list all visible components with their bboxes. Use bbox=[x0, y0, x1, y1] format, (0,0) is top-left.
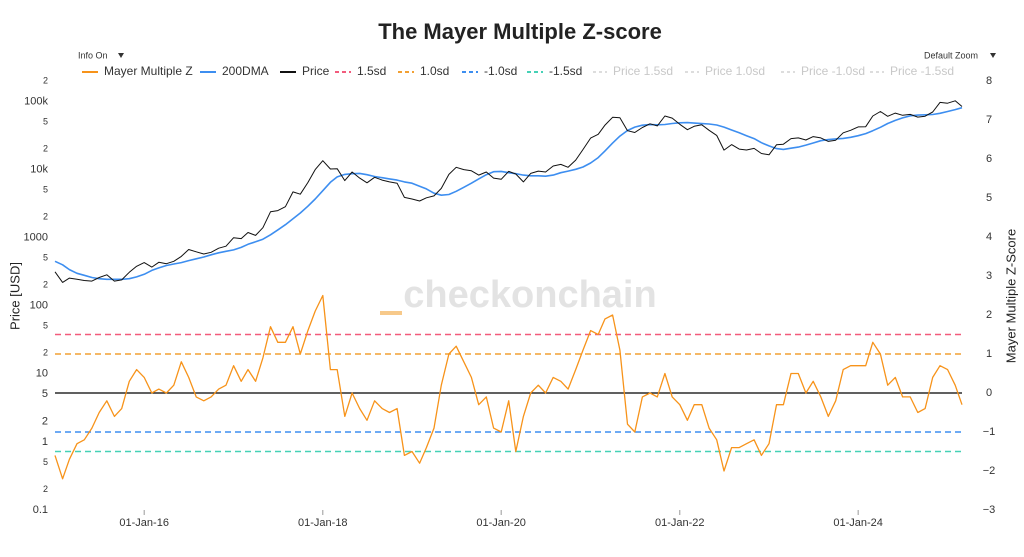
y-tick-label: 5 bbox=[43, 116, 48, 126]
legend-label: Mayer Multiple Z bbox=[104, 64, 193, 78]
legend-label: Price 1.5sd bbox=[613, 64, 673, 78]
legend-label: 200DMA bbox=[222, 64, 269, 78]
watermark-mark bbox=[380, 311, 402, 315]
y-tick-label: 2 bbox=[43, 484, 48, 494]
y2-tick-label: 7 bbox=[986, 114, 992, 126]
y-tick-label: 2 bbox=[43, 348, 48, 358]
legend-label: Price -1.0sd bbox=[801, 64, 865, 78]
y-tick-label: 2 bbox=[43, 75, 48, 85]
y2-tick-label: 3 bbox=[986, 270, 992, 282]
legend-label: Price -1.5sd bbox=[890, 64, 954, 78]
y-tick-label: 0.1 bbox=[33, 504, 48, 516]
x-tick-label: 01-Jan-18 bbox=[298, 517, 348, 529]
y2-tick-label: 6 bbox=[986, 153, 992, 165]
y2-tick-label: 2 bbox=[986, 309, 992, 321]
x-tick-label: 01-Jan-16 bbox=[119, 517, 169, 529]
x-tick-label: 01-Jan-22 bbox=[655, 517, 705, 529]
info-toggle[interactable]: Info On bbox=[78, 50, 108, 60]
y-tick-label: 10k bbox=[30, 163, 48, 175]
y-tick-label: 5 bbox=[42, 388, 48, 400]
y-tick-label: 2 bbox=[43, 143, 48, 153]
y2-tick-label: −2 bbox=[983, 465, 996, 477]
dropdown-arrow[interactable] bbox=[990, 53, 996, 58]
legend-label: 1.5sd bbox=[357, 64, 386, 78]
y2-tick-label: 0 bbox=[986, 387, 992, 399]
y-tick-label: 5 bbox=[43, 321, 48, 331]
y2-tick-label: −1 bbox=[983, 426, 996, 438]
legend-label: Price bbox=[302, 64, 330, 78]
y-tick-label: 2 bbox=[43, 280, 48, 290]
y2-tick-label: 8 bbox=[986, 75, 992, 87]
y-tick-label: 2 bbox=[42, 415, 48, 427]
y-tick-label: 100k bbox=[24, 95, 48, 107]
watermark: checkonchain bbox=[403, 274, 656, 316]
y2-tick-label: −3 bbox=[983, 504, 996, 516]
y2-tick-label: 4 bbox=[986, 231, 992, 243]
x-tick-label: 01-Jan-24 bbox=[833, 517, 883, 529]
y-axis-title: Price [USD] bbox=[7, 262, 22, 330]
dropdown-arrow[interactable] bbox=[118, 53, 124, 58]
y-tick-label: 5 bbox=[43, 253, 48, 263]
legend-label: 1.0sd bbox=[420, 64, 449, 78]
y2-tick-label: 1 bbox=[986, 348, 992, 360]
y-tick-label: 5 bbox=[43, 184, 48, 194]
y-tick-label: 100 bbox=[30, 300, 48, 312]
y-tick-label: 10 bbox=[36, 368, 48, 380]
y-tick-label: 2 bbox=[43, 212, 48, 222]
chart-title: The Mayer Multiple Z-score bbox=[378, 19, 662, 44]
y-tick-label: 1 bbox=[42, 436, 48, 448]
x-tick-label: 01-Jan-20 bbox=[476, 517, 526, 529]
y2-axis-title: Mayer Multiple Z-Score bbox=[1003, 229, 1018, 363]
legend-label: -1.0sd bbox=[484, 64, 517, 78]
legend-label: -1.5sd bbox=[549, 64, 582, 78]
series-line bbox=[54, 100, 963, 283]
series-line bbox=[54, 294, 963, 480]
y2-tick-label: 5 bbox=[986, 192, 992, 204]
y-tick-label: 1000 bbox=[24, 232, 48, 244]
zoom-select[interactable]: Default Zoom bbox=[924, 50, 978, 60]
legend-label: Price 1.0sd bbox=[705, 64, 765, 78]
y-tick-label: 5 bbox=[43, 457, 48, 467]
series-line bbox=[54, 106, 963, 281]
